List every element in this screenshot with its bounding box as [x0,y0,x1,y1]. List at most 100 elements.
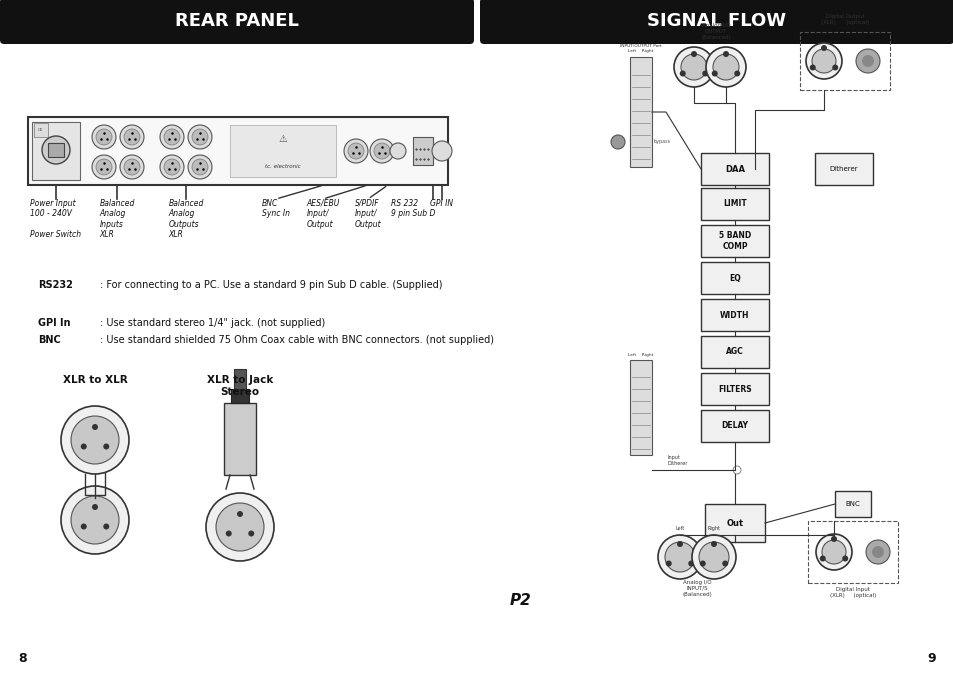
Bar [700,299,768,331]
Text: DAA: DAA [724,165,744,173]
Circle shape [91,504,98,510]
Circle shape [805,43,841,79]
Text: : Use standard stereo 1/4" jack. (not supplied): : Use standard stereo 1/4" jack. (not su… [100,318,325,328]
FancyBboxPatch shape [0,0,474,44]
Text: Out: Out [725,518,742,527]
Text: Left: Left [675,526,684,531]
Text: WIDTH: WIDTH [720,310,749,319]
Circle shape [81,524,87,529]
Circle shape [192,129,208,145]
Bar [700,336,768,368]
Text: SIGNAL FLOW: SIGNAL FLOW [647,12,785,30]
Circle shape [610,135,624,149]
Circle shape [710,541,717,547]
Circle shape [680,54,706,80]
Circle shape [248,531,254,537]
Circle shape [665,560,671,566]
Text: Analog I/O
OUTPUT
(Balanced): Analog I/O OUTPUT (Balanced) [700,24,730,40]
Circle shape [103,524,110,529]
Circle shape [226,531,232,537]
Bar [48,143,64,157]
Circle shape [164,129,180,145]
Text: RS 232
9 pin Sub D: RS 232 9 pin Sub D [391,199,435,219]
Circle shape [821,540,845,564]
Circle shape [91,125,116,149]
Circle shape [699,542,728,572]
Bar [800,32,889,90]
Circle shape [855,49,879,73]
Text: 5 BAND
COMP: 5 BAND COMP [719,232,750,250]
Circle shape [819,556,825,562]
Circle shape [160,125,184,149]
Text: Right: Right [707,526,720,531]
Bar [700,188,768,220]
Circle shape [711,70,717,76]
Bar [233,369,246,389]
Bar [629,57,651,167]
Circle shape [871,546,883,558]
Text: Digital Output
(XLR)      (optical): Digital Output (XLR) (optical) [821,14,868,25]
Circle shape [664,542,695,572]
Circle shape [712,54,739,80]
Circle shape [370,139,394,163]
Circle shape [91,424,98,430]
Text: BNC: BNC [844,501,860,507]
Circle shape [865,540,889,564]
Circle shape [821,45,826,51]
Circle shape [71,416,119,464]
Circle shape [722,51,728,57]
Circle shape [124,159,140,175]
Circle shape [188,125,212,149]
Circle shape [42,136,70,164]
Circle shape [236,511,243,517]
Circle shape [677,541,682,547]
Circle shape [348,143,364,159]
Bar [231,389,249,403]
Bar [629,360,651,455]
Circle shape [658,535,701,579]
Circle shape [699,560,705,566]
Text: Input
Ditherer: Input Ditherer [667,455,688,466]
Circle shape [830,536,836,542]
Circle shape [61,406,129,474]
Text: Digital Input
(XLR)     (optical): Digital Input (XLR) (optical) [829,587,875,598]
Text: P2: P2 [510,593,531,608]
Circle shape [809,65,815,70]
Text: RS232: RS232 [38,280,72,290]
Text: XLR to Jack
Stereo: XLR to Jack Stereo [207,375,273,397]
Bar [807,521,897,583]
Circle shape [673,47,713,87]
Bar [700,410,768,442]
Circle shape [841,556,847,562]
Text: tc. electronic: tc. electronic [265,165,300,169]
Circle shape [811,49,835,73]
Text: Left    Right: Left Right [628,353,653,357]
Text: LIMIT: LIMIT [722,200,746,209]
Text: FILTERS: FILTERS [718,385,751,394]
Bar [32,122,80,180]
Circle shape [691,535,735,579]
Text: AGC: AGC [725,348,743,356]
Circle shape [732,466,740,474]
Bar [224,403,255,475]
Circle shape [679,70,685,76]
Text: XLR to XLR: XLR to XLR [63,375,128,385]
Bar [700,225,768,257]
Text: Analog I/O
INPUT/S
(Balanced): Analog I/O INPUT/S (Balanced) [681,580,711,597]
Circle shape [91,155,116,179]
Bar [700,373,768,405]
Text: BNC
Sync In: BNC Sync In [262,199,290,219]
Text: INPUT/OUTPUT Port
Left    Right: INPUT/OUTPUT Port Left Right [619,45,661,53]
Bar [28,117,448,185]
Text: ⚠: ⚠ [278,134,287,144]
Text: 8: 8 [18,652,27,665]
Bar [413,137,433,165]
Text: 9: 9 [926,652,935,665]
Circle shape [344,139,368,163]
Circle shape [862,55,873,67]
Circle shape [687,560,694,566]
Circle shape [160,155,184,179]
Text: BNC: BNC [38,335,61,345]
Circle shape [831,65,838,70]
Bar [700,153,768,185]
